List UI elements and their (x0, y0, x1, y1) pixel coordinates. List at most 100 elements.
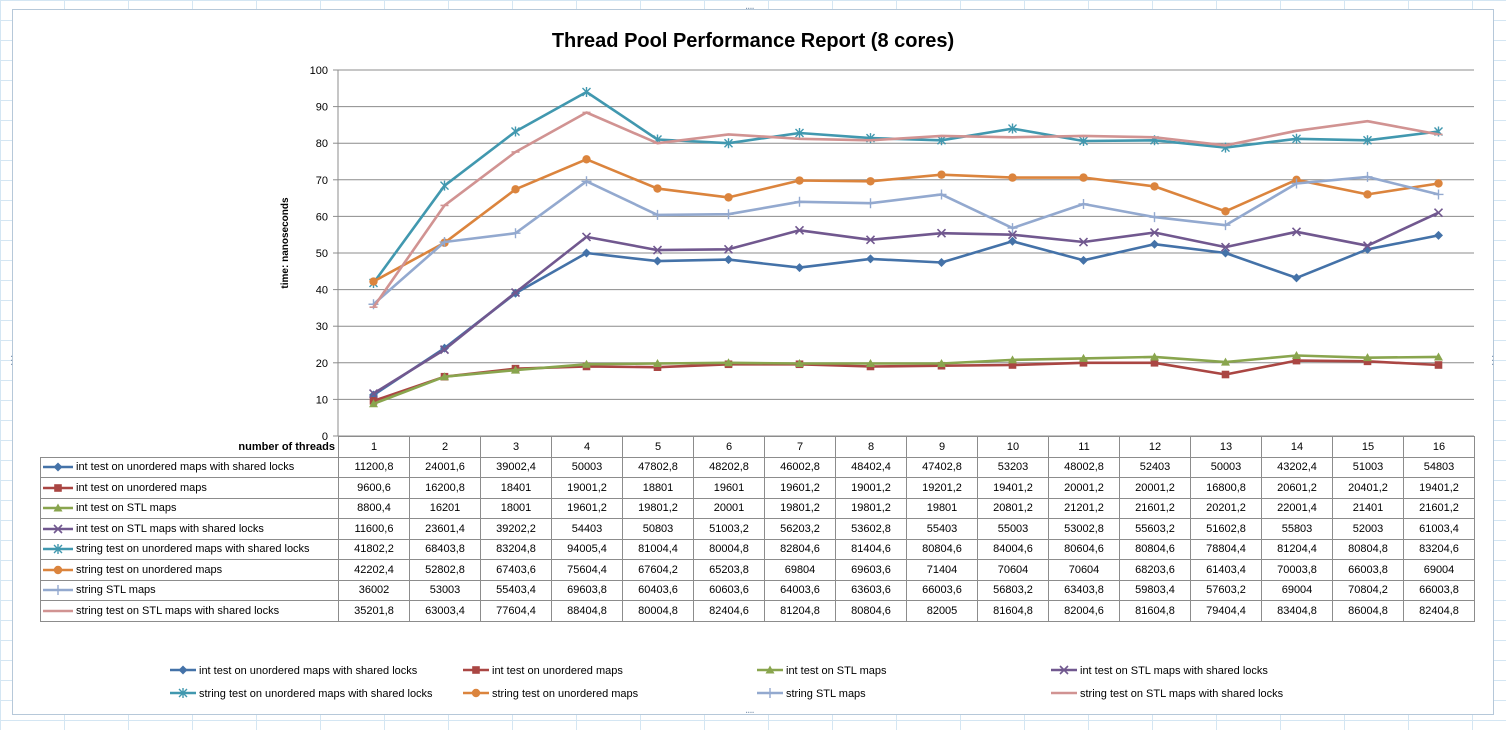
data-value: 20001,2 (1048, 477, 1120, 499)
data-point (1150, 359, 1159, 367)
data-point (1008, 173, 1017, 182)
legend-label: int test on STL maps (786, 665, 887, 677)
data-value: 80604,6 (1048, 538, 1120, 560)
series-name: string test on unordered maps with share… (76, 543, 310, 556)
series-8 (369, 111, 1443, 308)
data-point (724, 193, 733, 202)
legend-marker (178, 665, 188, 675)
legend-entry: int test on unordered maps (463, 665, 623, 677)
data-point (724, 138, 733, 149)
data-point (652, 245, 663, 255)
resize-handle-bottom[interactable]: ···· (745, 708, 755, 719)
series-4 (368, 208, 1444, 399)
data-value: 16201 (409, 497, 481, 519)
data-point (369, 399, 378, 408)
x-tick-label: 4 (551, 436, 623, 458)
legend-key (43, 503, 73, 512)
data-point (511, 185, 520, 194)
data-value: 86004,8 (1332, 600, 1404, 622)
data-value: 19601,2 (551, 497, 623, 519)
data-point (1291, 178, 1302, 189)
data-value: 70604 (1048, 559, 1120, 581)
data-value: 63003,4 (409, 600, 481, 622)
data-value: 42202,4 (338, 559, 410, 581)
gridlines (338, 69, 1474, 437)
legend-key (43, 609, 73, 613)
data-value: 16800,8 (1190, 477, 1262, 499)
data-point (795, 176, 804, 185)
data-point (1079, 353, 1088, 362)
data-point (865, 235, 876, 245)
x-tick-label: 6 (693, 436, 765, 458)
data-value: 20801,2 (977, 497, 1049, 519)
data-point (653, 359, 662, 368)
legend-key (43, 544, 73, 555)
data-point (1292, 133, 1301, 144)
data-value: 23601,4 (409, 518, 481, 540)
data-value: 82005 (906, 600, 978, 622)
data-value: 64003,6 (764, 579, 836, 601)
data-value: 35201,8 (338, 600, 410, 622)
data-point (1078, 198, 1089, 209)
series-label: int test on unordered maps (40, 477, 339, 499)
data-value: 53002,8 (1048, 518, 1120, 540)
resize-handle-right[interactable]: · · · (1491, 352, 1494, 371)
data-point (368, 388, 379, 399)
y-axis-label: time: nanoseconds (280, 197, 291, 289)
series-line-2 (373, 359, 1439, 403)
x-tick-label: 10 (977, 436, 1049, 458)
legend-entry: string test on unordered maps (463, 688, 639, 700)
chart-title: Thread Pool Performance Report (8 cores) (552, 30, 954, 52)
data-point (1079, 255, 1088, 265)
data-point (1007, 230, 1018, 240)
data-value: 52802,8 (409, 559, 481, 581)
data-value: 19201,2 (906, 477, 978, 499)
data-value: 77604,4 (480, 600, 552, 622)
data-value: 59803,4 (1119, 579, 1191, 601)
legend-marker (471, 688, 481, 698)
resize-handle-left[interactable]: · · · (10, 352, 13, 371)
table-row: int test on unordered maps with shared l… (40, 456, 1475, 478)
data-value: 60403,6 (622, 579, 694, 601)
data-value: 83204,8 (480, 538, 552, 560)
data-point (1292, 273, 1301, 283)
data-value: 57603,2 (1190, 579, 1262, 601)
legend-label: int test on unordered maps (492, 665, 623, 677)
series-label: string test on unordered maps (40, 559, 339, 581)
data-value: 19401,2 (977, 477, 1049, 499)
x-tick-label: 2 (409, 436, 481, 458)
data-value: 69603,8 (551, 579, 623, 601)
y-tick-label: 80 (316, 138, 328, 150)
data-point (510, 287, 521, 298)
data-point (937, 359, 946, 368)
data-point (866, 177, 875, 186)
data-point (1434, 361, 1443, 369)
legend-label: int test on unordered maps with shared l… (199, 665, 418, 677)
data-value: 43202,4 (1261, 456, 1333, 478)
data-value: 50003 (551, 456, 623, 478)
data-point (1079, 359, 1088, 367)
resize-handle-top[interactable]: ···· (745, 4, 755, 15)
data-value: 66003,8 (1403, 579, 1475, 601)
data-value: 48202,8 (693, 456, 765, 478)
data-value: 39002,4 (480, 456, 552, 478)
data-point (439, 345, 450, 355)
y-tick-label: 50 (316, 248, 328, 260)
x-tick-label: 9 (906, 436, 978, 458)
data-value: 19601,2 (764, 477, 836, 499)
data-point (1149, 212, 1160, 223)
data-point (440, 372, 449, 381)
legend-entry: int test on STL maps (757, 665, 887, 677)
data-value: 53203 (977, 456, 1049, 478)
data-value: 52003 (1332, 518, 1404, 540)
data-value: 61003,4 (1403, 518, 1475, 540)
data-value: 20201,2 (1190, 497, 1262, 519)
data-value: 53602,8 (835, 518, 907, 540)
series-name: int test on unordered maps (76, 481, 207, 494)
data-value: 53003 (409, 579, 481, 601)
series-6 (369, 155, 1443, 286)
x-tick-label: 1 (338, 436, 410, 458)
data-point (1292, 356, 1301, 365)
data-point (795, 359, 804, 368)
data-value: 69004 (1403, 559, 1475, 581)
